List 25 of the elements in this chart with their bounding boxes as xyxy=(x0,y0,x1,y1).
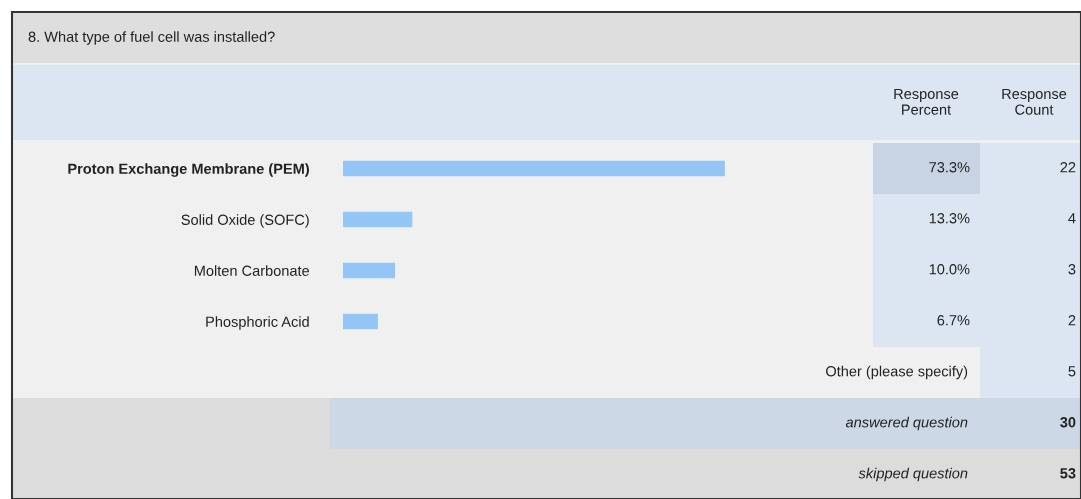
text: 5 xyxy=(1068,366,1076,377)
text: Response Count xyxy=(1002,88,1067,115)
text: 22 xyxy=(1060,162,1076,173)
text: 8. What type of fuel cell was installed? xyxy=(28,31,275,45)
y-tick-label: Solid Oxide (SOFC) xyxy=(181,214,309,228)
bar xyxy=(343,313,378,330)
text: Other (please specify) xyxy=(826,365,968,380)
text: Response Percent xyxy=(894,88,959,115)
text: 53 xyxy=(1060,468,1076,479)
data-label: 73.3% xyxy=(929,162,970,173)
data-label: 6.7% xyxy=(937,315,970,326)
data-label: 13.3% xyxy=(929,213,970,224)
text: answered question xyxy=(845,416,968,431)
text: skipped question xyxy=(858,467,968,482)
y-tick-label: Proton Exchange Membrane (PEM) xyxy=(68,163,309,177)
bar xyxy=(343,262,396,279)
bar xyxy=(343,160,725,177)
text: 2 xyxy=(1068,315,1076,326)
text: 3 xyxy=(1068,264,1076,275)
text: 30 xyxy=(1060,417,1076,428)
y-tick-label: Phosphoric Acid xyxy=(206,316,309,330)
bar xyxy=(343,211,413,228)
data-label: 10.0% xyxy=(929,264,970,275)
text: 4 xyxy=(1068,213,1076,224)
y-tick-label: Molten Carbonate xyxy=(194,265,310,276)
